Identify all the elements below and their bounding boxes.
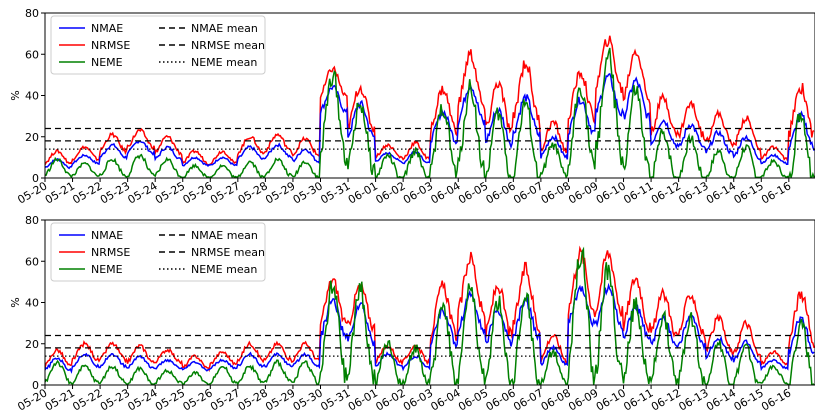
x-tick-label: 06-04: [429, 386, 463, 413]
y-tick-label: 20: [25, 338, 39, 351]
x-tick-label: 05-29: [263, 386, 297, 413]
x-tick-label: 06-07: [511, 386, 545, 413]
legend-label: NMAE mean: [191, 22, 258, 35]
y-tick-label: 80: [25, 7, 39, 20]
x-tick-label: 05-21: [43, 179, 77, 206]
x-tick-label: 06-13: [676, 386, 710, 413]
x-tick-label: 05-30: [291, 386, 325, 413]
legend-label: NMAE mean: [191, 229, 258, 242]
legend-label: NEME: [91, 263, 123, 276]
legend: NMAE NRMSE NEME NMAE mean NRMSE mean NEME mea…: [50, 15, 266, 75]
legend-label: NEME mean: [191, 263, 257, 276]
x-tick-label: 06-16: [759, 179, 793, 206]
x-tick-label: 05-23: [98, 386, 132, 413]
legend-label: NRMSE mean: [191, 246, 265, 259]
y-tick-label: 20: [25, 131, 39, 144]
legend-label: NRMSE: [91, 39, 130, 52]
x-tick-label: 06-15: [732, 179, 766, 206]
x-tick-label: 06-08: [539, 386, 573, 413]
legend-label: NRMSE mean: [191, 39, 265, 52]
y-tick-label: 0: [32, 379, 39, 392]
x-tick-label: 06-09: [566, 386, 600, 413]
x-tick-label: 06-09: [566, 179, 600, 206]
x-tick-label: 05-22: [70, 179, 104, 206]
x-tick-label: 06-16: [759, 386, 793, 413]
x-tick-label: 06-10: [594, 179, 628, 206]
series-line-nmae: [45, 282, 815, 374]
x-tick-label: 05-31: [318, 386, 352, 413]
x-tick-label: 05-22: [70, 386, 104, 413]
legend-label: NEME mean: [191, 56, 257, 69]
legend-box: [50, 15, 266, 75]
x-tick-label: 06-15: [732, 386, 766, 413]
x-tick-label: 05-23: [98, 179, 132, 206]
series-line-neme: [45, 47, 815, 178]
x-tick-label: 05-27: [208, 386, 242, 413]
x-tick-label: 05-25: [153, 179, 187, 206]
x-tick-label: 06-14: [704, 386, 738, 413]
x-tick-label: 06-10: [594, 386, 628, 413]
x-tick-label: 05-24: [126, 179, 160, 206]
x-tick-label: 06-06: [484, 386, 518, 413]
x-tick-label: 05-21: [43, 386, 77, 413]
x-tick-label: 06-12: [649, 386, 683, 413]
x-tick-label: 06-05: [456, 386, 490, 413]
top-panel: 020406080%05-2005-2105-2205-2305-2405-25…: [9, 7, 815, 207]
y-tick-label: 80: [25, 214, 39, 227]
y-axis-label: %: [9, 297, 22, 307]
legend-label: NRMSE: [91, 246, 130, 259]
y-tick-label: 60: [25, 255, 39, 268]
x-tick-label: 06-01: [346, 179, 380, 206]
bottom-panel: 020406080%05-2005-2105-2205-2305-2405-25…: [9, 214, 815, 414]
x-tick-label: 06-14: [704, 179, 738, 206]
x-tick-label: 05-25: [153, 386, 187, 413]
y-axis-label: %: [9, 90, 22, 100]
y-tick-label: 0: [32, 172, 39, 185]
x-tick-label: 05-26: [181, 179, 215, 206]
y-tick-label: 40: [25, 90, 39, 103]
x-tick-label: 06-03: [401, 179, 435, 206]
legend: NMAE NRMSE NEME NMAE mean NRMSE mean NEME mea…: [50, 222, 266, 282]
x-tick-label: 05-24: [126, 386, 160, 413]
x-tick-label: 06-04: [429, 179, 463, 206]
x-tick-label: 06-13: [676, 179, 710, 206]
series-line-nmae: [45, 72, 815, 170]
x-tick-label: 05-30: [291, 179, 325, 206]
x-tick-label: 06-07: [511, 179, 545, 206]
x-tick-label: 06-12: [649, 179, 683, 206]
x-tick-label: 05-26: [181, 386, 215, 413]
series-line-neme: [45, 246, 815, 385]
x-tick-label: 05-27: [208, 179, 242, 206]
x-tick-label: 06-08: [539, 179, 573, 206]
x-tick-label: 05-28: [236, 179, 270, 206]
legend-box: [50, 222, 266, 282]
x-tick-label: 06-06: [484, 179, 518, 206]
y-tick-label: 60: [25, 48, 39, 61]
x-tick-label: 05-28: [236, 386, 270, 413]
x-tick-label: 06-11: [621, 386, 655, 413]
y-tick-label: 40: [25, 297, 39, 310]
x-tick-label: 06-05: [456, 179, 490, 206]
x-tick-label: 06-02: [373, 386, 407, 413]
x-tick-label: 06-02: [373, 179, 407, 206]
x-tick-label: 05-31: [318, 179, 352, 206]
x-tick-label: 06-11: [621, 179, 655, 206]
legend-label: NEME: [91, 56, 123, 69]
legend-label: NMAE: [91, 229, 123, 242]
x-tick-label: 06-03: [401, 386, 435, 413]
x-tick-label: 05-29: [263, 179, 297, 206]
legend-label: NMAE: [91, 22, 123, 35]
x-tick-label: 06-01: [346, 386, 380, 413]
